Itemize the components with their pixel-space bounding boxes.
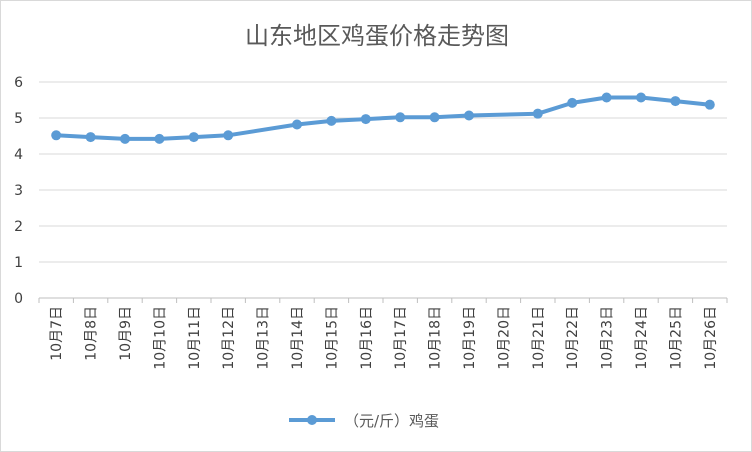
- data-point[interactable]: [636, 92, 646, 103]
- x-tick-label: 10月18日: [428, 306, 444, 370]
- x-tick-label: 10月14日: [290, 306, 306, 370]
- data-point[interactable]: [464, 110, 474, 121]
- y-tick-label: 0: [14, 291, 23, 307]
- x-tick-label: 10月24日: [634, 306, 650, 370]
- data-point[interactable]: [601, 92, 612, 103]
- data-point[interactable]: [223, 130, 234, 141]
- series-line: [54, 95, 712, 141]
- x-tick-label: 10月20日: [496, 306, 512, 370]
- x-tick-label: 10月9日: [118, 306, 134, 361]
- data-series: [51, 92, 715, 144]
- x-tick-label: 10月11日: [187, 306, 203, 370]
- data-point[interactable]: [188, 132, 199, 143]
- chart-title: 山东地区鸡蛋价格走势图: [245, 22, 509, 50]
- data-point[interactable]: [395, 112, 406, 123]
- axes: [38, 297, 728, 303]
- data-point[interactable]: [154, 133, 165, 144]
- y-tick-label: 3: [14, 183, 23, 199]
- data-point[interactable]: [85, 132, 96, 143]
- x-tick-label: 10月13日: [256, 306, 272, 370]
- gridlines: [39, 81, 727, 263]
- data-point[interactable]: [532, 108, 543, 119]
- x-tick-label: 10月25日: [668, 306, 684, 370]
- x-tick-label: 10月22日: [565, 306, 581, 370]
- data-point[interactable]: [326, 115, 337, 126]
- x-tick-label: 10月17日: [393, 306, 409, 370]
- y-tick-label: 5: [14, 111, 23, 127]
- data-point[interactable]: [429, 112, 440, 123]
- y-tick-label: 1: [14, 255, 23, 271]
- x-tick-label: 10月15日: [324, 306, 340, 370]
- x-tick-label: 10月21日: [531, 306, 547, 370]
- x-tick-label: 10月12日: [221, 306, 237, 370]
- data-point[interactable]: [292, 119, 302, 130]
- data-point[interactable]: [51, 130, 62, 141]
- legend-marker-icon: [307, 415, 317, 425]
- data-point[interactable]: [704, 99, 715, 110]
- data-point[interactable]: [360, 114, 371, 125]
- data-point[interactable]: [567, 97, 578, 108]
- y-tick-label: 4: [14, 147, 23, 163]
- x-tick-label: 10月8日: [84, 306, 100, 361]
- y-tick-label: 2: [14, 219, 23, 235]
- x-tick-label: 10月7日: [49, 306, 65, 361]
- data-point[interactable]: [670, 96, 681, 107]
- x-axis-ticks: 10月7日 10月8日 10月9日 10月10日 10月11日 10月12日 10月13日 1…: [49, 306, 719, 370]
- x-tick-label: 10月16日: [359, 306, 375, 370]
- x-tick-label: 10月23日: [600, 306, 616, 370]
- x-tick-label: 10月26日: [703, 306, 719, 370]
- legend-label: （元/斤）鸡蛋: [344, 412, 439, 430]
- y-tick-label: 6: [14, 75, 23, 91]
- x-tick-label: 10月19日: [462, 306, 478, 370]
- legend[interactable]: （元/斤）鸡蛋: [289, 412, 439, 430]
- y-axis-ticks: 0 1 2 3 4 5 6: [14, 75, 23, 307]
- data-point[interactable]: [120, 133, 130, 144]
- x-tick-label: 10月10日: [152, 306, 168, 370]
